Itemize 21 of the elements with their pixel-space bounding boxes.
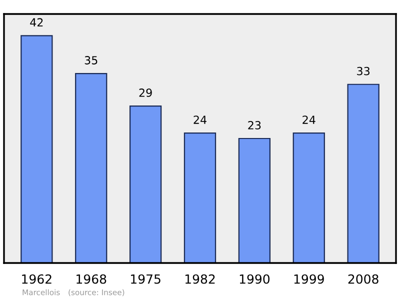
bar: [292, 132, 325, 263]
x-tick-label: 1990: [240, 274, 270, 284]
x-tick-label: 2008: [348, 274, 378, 284]
bar: [184, 132, 216, 263]
data-label: 23: [248, 121, 261, 130]
data-label: 24: [194, 116, 206, 124]
x-tick-label: 1999: [294, 274, 324, 284]
data-label: 24: [302, 116, 316, 124]
bar: [238, 138, 271, 263]
bar: [75, 72, 108, 263]
x-tick-label: 1982: [185, 274, 215, 284]
bar: [347, 84, 380, 263]
x-tick-label: 1968: [76, 274, 106, 284]
data-label: 33: [357, 66, 370, 76]
data-label: 42: [30, 18, 43, 26]
x-tick-label: 1975: [131, 274, 160, 284]
data-label: 29: [139, 88, 152, 97]
bar: [20, 35, 53, 263]
bar: [129, 105, 162, 263]
x-tick-label: 1962: [22, 274, 52, 284]
data-label: 35: [84, 56, 98, 64]
